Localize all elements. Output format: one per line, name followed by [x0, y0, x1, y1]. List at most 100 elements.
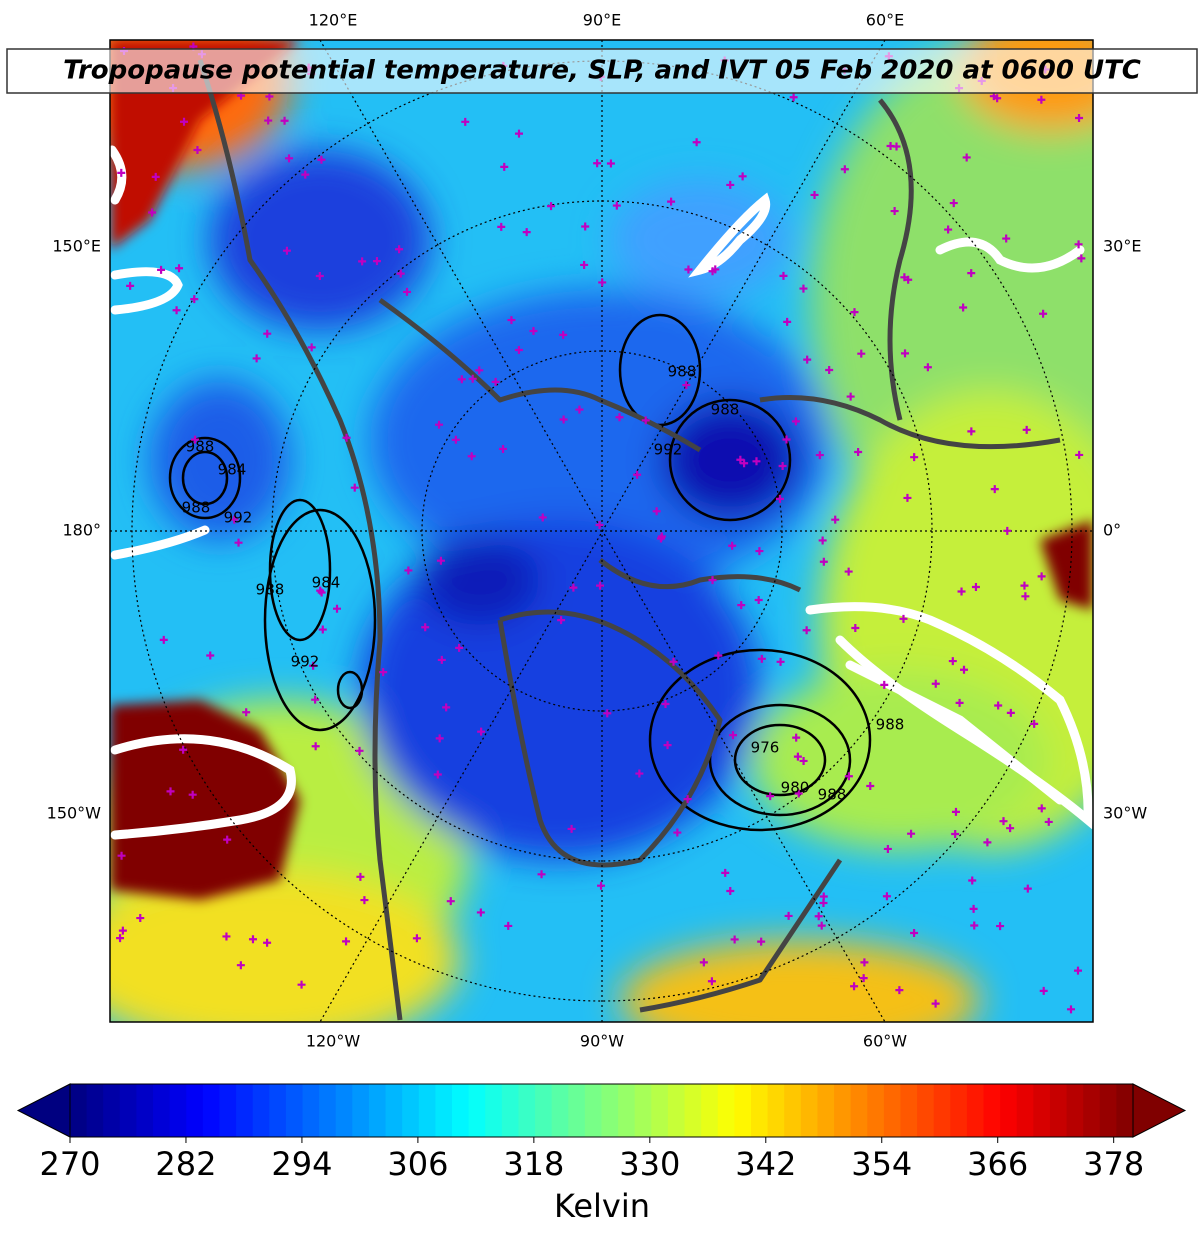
- station: [969, 904, 978, 913]
- colorbar-segment: [368, 1084, 387, 1137]
- station: [1020, 581, 1029, 590]
- station: [817, 921, 826, 930]
- colorbar-segment: [667, 1084, 686, 1137]
- colorbar-segment: [701, 1084, 719, 1137]
- station: [931, 679, 940, 688]
- axis-labels: 120°E 90°E 60°E 120°W 90°W 60°W 150°E 180° 150°W…: [47, 11, 1148, 1051]
- colorbar-segment: [651, 1084, 669, 1137]
- station: [263, 938, 272, 947]
- station: [714, 651, 723, 660]
- station: [547, 202, 556, 211]
- station: [318, 625, 327, 634]
- station: [944, 225, 953, 234]
- station: [355, 746, 364, 755]
- station: [782, 435, 791, 444]
- station: [442, 703, 451, 712]
- station: [603, 709, 612, 718]
- colorbar-segment: [468, 1084, 486, 1137]
- station: [901, 349, 910, 358]
- station: [559, 415, 568, 424]
- station: [663, 741, 672, 750]
- station: [783, 317, 792, 326]
- station: [711, 265, 720, 274]
- station: [477, 727, 486, 736]
- station: [180, 117, 189, 126]
- slp-label: 988: [876, 716, 905, 734]
- station: [263, 329, 272, 338]
- colorbar-segment: [584, 1084, 603, 1137]
- station: [794, 789, 803, 798]
- station: [840, 165, 849, 174]
- station: [230, 515, 239, 524]
- slp-label: 992: [654, 441, 683, 459]
- station: [514, 346, 523, 355]
- colorbar-tick-label: 354: [851, 1145, 912, 1183]
- station: [264, 116, 273, 125]
- station: [280, 116, 289, 125]
- station: [581, 222, 590, 231]
- station: [467, 452, 476, 461]
- station: [960, 665, 969, 674]
- station: [996, 922, 1005, 931]
- station: [537, 870, 546, 879]
- station: [1006, 824, 1015, 833]
- station: [191, 435, 200, 444]
- colorbar-segment: [302, 1084, 320, 1137]
- station: [567, 824, 576, 833]
- station: [754, 595, 763, 604]
- slp-label: 988: [818, 786, 847, 804]
- station: [1075, 450, 1084, 459]
- station: [641, 416, 650, 425]
- slp-label: 980: [781, 779, 810, 797]
- station: [850, 982, 859, 991]
- station: [311, 695, 320, 704]
- station: [372, 257, 381, 266]
- station: [615, 413, 624, 422]
- station: [708, 576, 717, 585]
- station: [799, 756, 808, 765]
- station: [159, 635, 168, 644]
- station: [910, 928, 919, 937]
- station: [738, 172, 747, 181]
- station: [190, 295, 199, 304]
- station: [818, 536, 827, 545]
- station: [903, 493, 912, 502]
- station: [606, 159, 615, 168]
- station: [285, 154, 294, 163]
- colorbar-tick-label: 330: [619, 1145, 680, 1183]
- station: [779, 271, 788, 280]
- station: [117, 851, 126, 860]
- colorbar-segment: [535, 1084, 553, 1137]
- station: [799, 284, 808, 293]
- station: [282, 246, 291, 255]
- colorbar-segment: [501, 1084, 520, 1137]
- colorbar-tick-label: 318: [503, 1145, 564, 1183]
- colorbar-segment: [1016, 1084, 1034, 1137]
- station: [967, 269, 976, 278]
- colorbar-segment: [601, 1084, 619, 1137]
- colorbar-segment: [435, 1084, 453, 1137]
- station: [726, 887, 735, 896]
- station: [436, 556, 445, 565]
- top-label: 120°E: [309, 11, 358, 30]
- colorbar-segment: [418, 1084, 437, 1137]
- station: [356, 872, 365, 881]
- colorbar-segment: [236, 1084, 254, 1137]
- station: [569, 583, 578, 592]
- station: [316, 586, 325, 595]
- colorbar-segment: [767, 1084, 785, 1137]
- colorbar-segment: [1099, 1084, 1117, 1137]
- station: [994, 701, 1003, 710]
- colorbar-segment: [850, 1084, 868, 1137]
- station: [880, 680, 889, 689]
- graticule: [110, 40, 1093, 1022]
- colorbar-tick-label: 378: [1083, 1145, 1144, 1183]
- station: [206, 651, 215, 660]
- colorbar-segment: [634, 1084, 652, 1137]
- colorbar-segment: [153, 1084, 171, 1137]
- right-label: 30°E: [1103, 237, 1141, 256]
- station: [179, 745, 188, 754]
- station: [652, 507, 661, 516]
- colorbar-tick-label: 306: [387, 1145, 448, 1183]
